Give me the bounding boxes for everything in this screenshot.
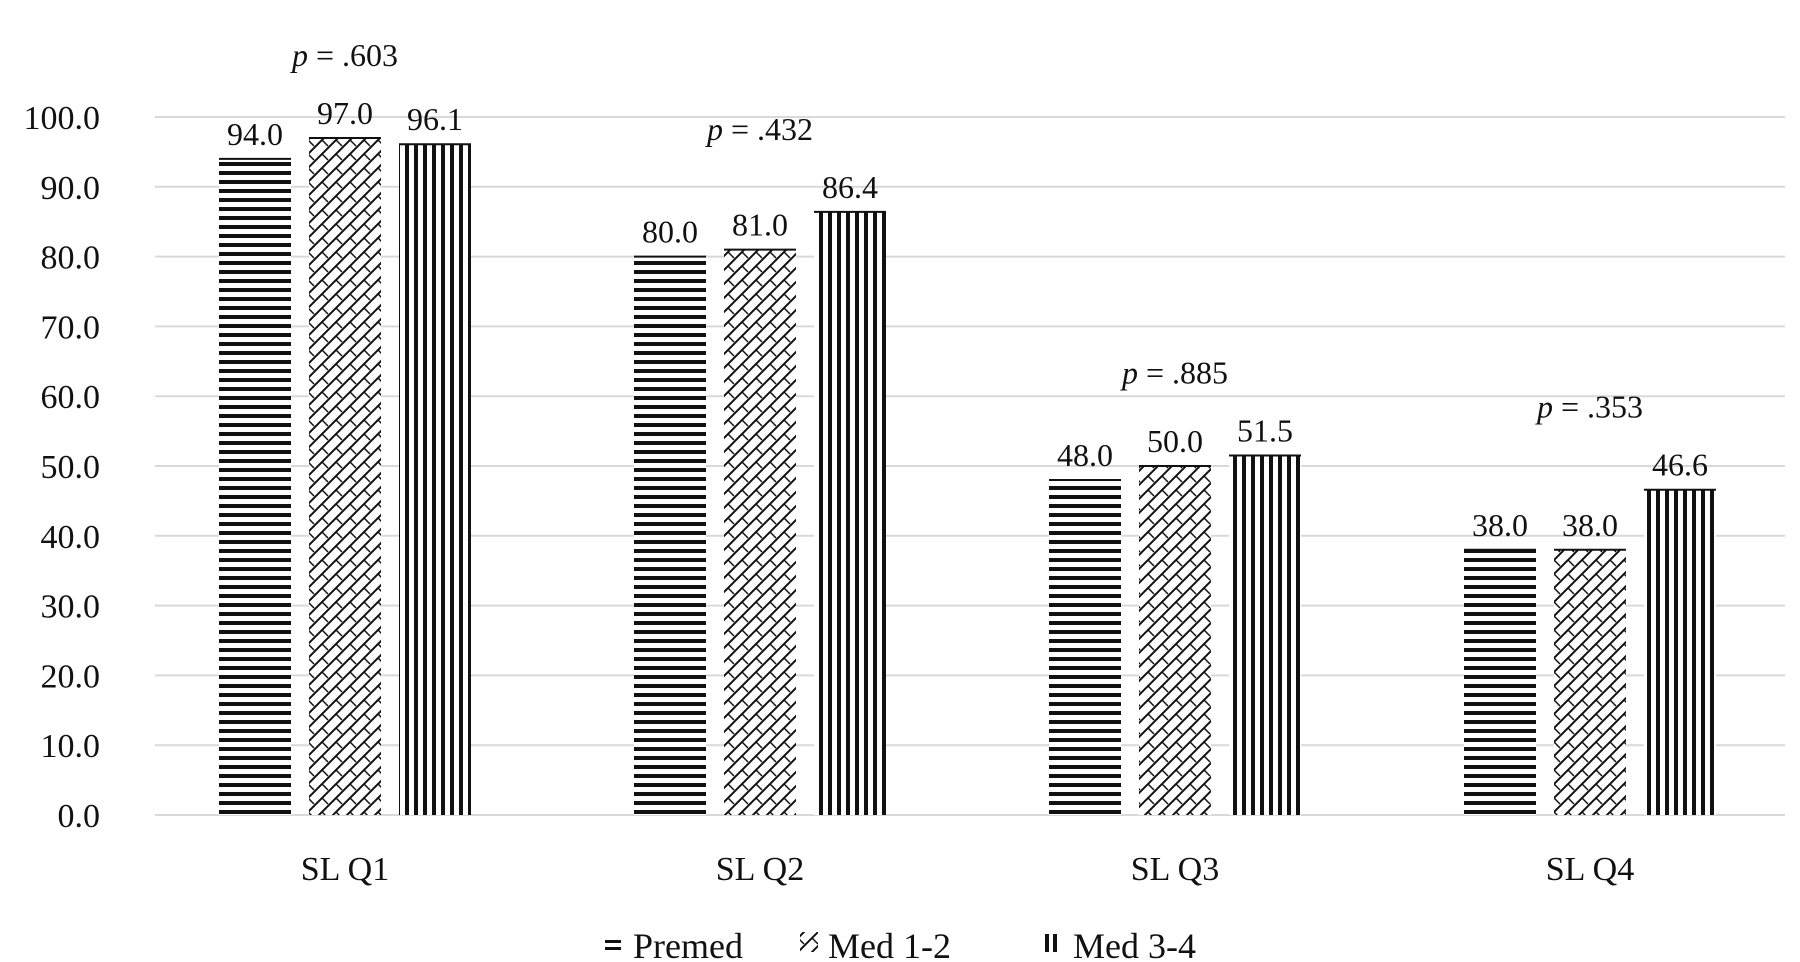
legend-swatch-med34 [1045,934,1049,952]
data-label: 94.0 [227,116,283,152]
data-labels: 94.0 97.0 96.1p = .603 80.0 81.0 86.4p = .432… [227,37,1708,543]
data-label: 80.0 [642,214,698,250]
y-tick-label: 40.0 [41,519,101,556]
bar-med-3-4-0 [399,144,471,816]
data-label: 51.5 [1237,413,1293,449]
x-category-label: SL Q3 [1131,851,1219,888]
y-tick-label: 50.0 [41,449,101,486]
p-value-label: p = .603 [290,37,398,73]
x-category-label: SL Q4 [1546,851,1634,888]
x-axis-category-labels: SL Q1 SL Q2 SL Q3 SL Q4 [301,851,1634,888]
bar-med-1-2-0 [309,137,381,815]
y-tick-label: 10.0 [41,728,101,765]
y-tick-label: 90.0 [41,170,101,207]
legend-item: Med 3-4 [1045,926,1196,962]
data-label: 38.0 [1472,507,1528,543]
p-value-label: p = .353 [1535,389,1643,425]
bar-premed-1 [634,256,706,816]
bar-premed-0 [219,158,291,815]
bar-med-1-2-1 [724,249,796,815]
legend-item: Med 1-2 [800,926,951,962]
data-label: 46.6 [1652,447,1708,483]
bar-premed-3 [1464,549,1536,815]
data-label: 97.0 [317,95,373,131]
bar-med-3-4-3 [1644,489,1716,815]
data-label: 96.1 [407,101,463,137]
y-tick-label: 70.0 [41,309,101,346]
legend-label: Med 1-2 [828,926,951,962]
data-label: 86.4 [822,169,878,205]
legend-swatch-premed-line [605,947,621,950]
legend-item: Premed [605,926,743,962]
x-category-label: SL Q2 [716,851,804,888]
legend-label: Med 3-4 [1073,926,1196,962]
y-tick-label: 20.0 [41,658,101,695]
data-label: 50.0 [1147,423,1203,459]
data-label: 48.0 [1057,437,1113,473]
legend-swatch-premed [605,940,621,943]
y-tick-label: 30.0 [41,589,101,626]
bar-med-3-4-2 [1229,455,1301,815]
legend-swatch-med12 [800,932,818,952]
y-tick-label: 80.0 [41,240,101,277]
bars [219,136,1716,816]
y-tick-label: 100.0 [24,100,101,137]
y-axis-tick-labels: 0.0 10.0 20.0 30.0 40.0 50.0 60.0 70.0 80.0 90.0 1… [24,100,101,835]
y-tick-label: 0.0 [58,798,101,835]
bar-med-1-2-3 [1554,549,1626,815]
data-label: 38.0 [1562,507,1618,543]
bar-premed-2 [1049,479,1121,815]
p-value-label: p = .432 [705,111,813,147]
x-category-label: SL Q1 [301,851,389,888]
bar-med-1-2-2 [1139,466,1211,815]
p-value-label: p = .885 [1120,355,1228,391]
legend: Premed Med 1-2 Med 3-4 [605,926,1196,962]
y-tick-label: 60.0 [41,379,101,416]
data-label: 81.0 [732,207,788,243]
legend-swatch-med34-line [1053,934,1057,952]
legend-label: Premed [633,926,743,962]
bar-med-3-4-1 [814,211,886,816]
